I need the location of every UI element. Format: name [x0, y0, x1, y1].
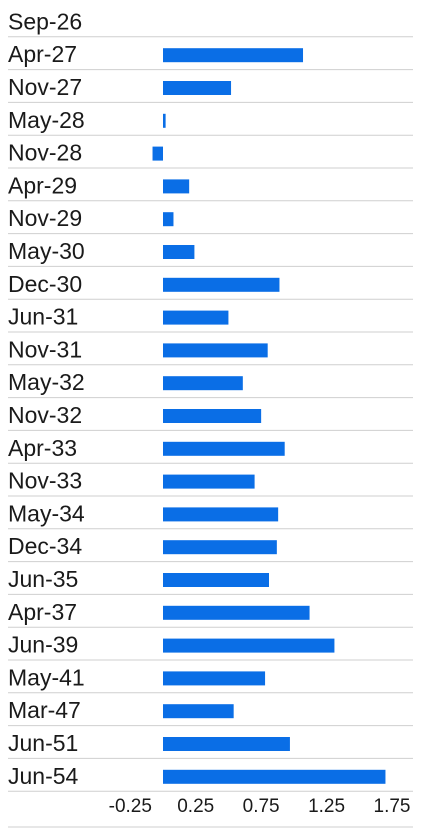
- bar: [163, 737, 290, 751]
- bar: [163, 441, 285, 456]
- x-tick-label: -0.25: [109, 796, 152, 817]
- chart-bars: [152, 48, 386, 784]
- bar: [163, 605, 310, 620]
- bar: [163, 540, 277, 555]
- category-label: Dec-34: [8, 533, 82, 559]
- category-label: Nov-28: [8, 140, 82, 166]
- bar: [163, 277, 280, 292]
- bar: [163, 409, 262, 423]
- category-label: May-30: [8, 238, 85, 264]
- category-label: Jun-39: [8, 632, 78, 658]
- category-label: Nov-33: [8, 468, 82, 494]
- bar: [163, 638, 335, 653]
- bar: [163, 769, 386, 784]
- bar: [163, 179, 190, 194]
- category-label: Nov-29: [8, 205, 82, 231]
- category-label: Jun-54: [8, 763, 79, 789]
- bar: [163, 310, 229, 325]
- bar: [163, 573, 269, 587]
- bar: [163, 474, 255, 489]
- category-label: Jun-35: [8, 566, 78, 592]
- category-label: Dec-30: [8, 271, 82, 297]
- bar: [163, 507, 279, 522]
- x-tick-label: 0.75: [243, 796, 280, 817]
- bar: [163, 704, 234, 719]
- bar: [163, 48, 304, 63]
- x-tick-label: 1.25: [308, 796, 345, 817]
- bar: [163, 376, 243, 391]
- category-label: May-32: [8, 369, 85, 395]
- bar: [163, 212, 174, 227]
- bar: [163, 81, 232, 95]
- category-label: May-34: [8, 500, 85, 526]
- category-label: Nov-32: [8, 402, 82, 428]
- category-label: Apr-37: [8, 599, 77, 625]
- category-label: Jun-51: [8, 730, 78, 756]
- x-axis: -0.25 0.25 0.75 1.25 1.75: [8, 796, 413, 828]
- category-label: Apr-33: [8, 435, 77, 461]
- category-label: Nov-31: [8, 336, 82, 362]
- category-label: Sep-26: [8, 8, 82, 34]
- category-label: Apr-29: [8, 172, 77, 198]
- x-tick-label: 0.25: [177, 796, 214, 817]
- category-label: May-41: [8, 664, 85, 690]
- bar: [163, 245, 195, 259]
- bar: [163, 671, 266, 686]
- category-label: Nov-27: [8, 74, 82, 100]
- bar: [152, 146, 163, 161]
- bar: [163, 343, 268, 358]
- category-label: May-28: [8, 107, 85, 133]
- category-label: Apr-27: [8, 41, 77, 67]
- category-label: Mar-47: [8, 697, 81, 723]
- chart-rows: Sep-26 Apr-27 Nov-27 May-28 Nov-28 Apr-29 Nov-…: [8, 8, 413, 792]
- bar: [163, 113, 166, 128]
- x-tick-label: 1.75: [374, 796, 411, 817]
- category-label: Jun-31: [8, 304, 78, 330]
